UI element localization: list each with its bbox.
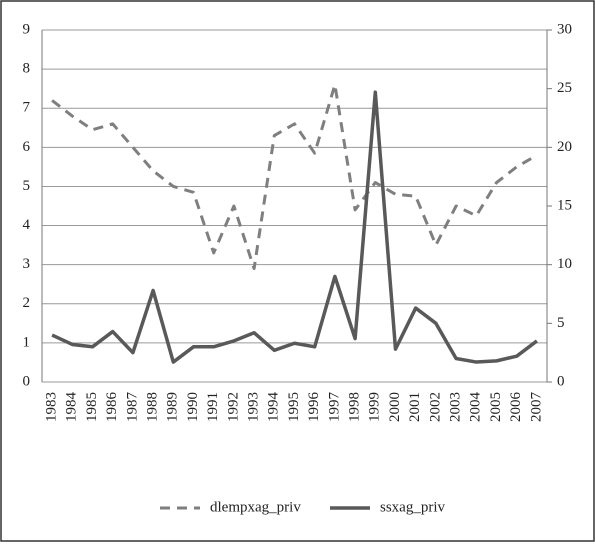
- x-tick-label: 1986: [104, 392, 120, 423]
- x-tick-label: 1990: [185, 392, 201, 422]
- x-tick-label: 1999: [367, 392, 383, 422]
- x-tick-label: 1988: [145, 392, 161, 422]
- x-tick-label: 1989: [165, 392, 181, 422]
- x-tick-label: 2005: [488, 392, 504, 422]
- x-tick-label: 1997: [326, 392, 342, 423]
- x-tick-label: 2000: [387, 392, 403, 422]
- y-tick-label: 5: [23, 178, 31, 194]
- y-tick-label: 7: [23, 100, 31, 116]
- x-tick-label: 2002: [427, 392, 443, 422]
- x-tick-label: 1998: [347, 392, 363, 422]
- y2-tick-label: 25: [557, 80, 572, 96]
- x-tick-label: 1991: [205, 392, 221, 422]
- x-tick-label: 2004: [468, 392, 484, 423]
- legend-label: dlempxag_priv: [210, 499, 301, 515]
- y-tick-label: 2: [23, 295, 31, 311]
- y-tick-label: 4: [23, 217, 31, 233]
- series-line: [51, 83, 538, 271]
- x-tick-label: 2001: [407, 392, 423, 422]
- x-tick-label: 1985: [84, 392, 100, 422]
- y2-tick-label: 15: [557, 197, 572, 213]
- x-tick-label: 1993: [246, 392, 262, 422]
- x-tick-label: 1992: [225, 392, 241, 422]
- legend-label: ssxag_priv: [380, 499, 445, 515]
- x-tick-label: 2006: [508, 392, 524, 423]
- x-tick-label: 2003: [448, 392, 464, 422]
- x-tick-label: 1987: [124, 392, 140, 423]
- y-tick-label: 6: [23, 139, 31, 155]
- y-tick-label: 1: [23, 334, 31, 350]
- y-tick-label: 0: [23, 373, 31, 389]
- y2-tick-label: 20: [557, 139, 572, 155]
- x-tick-label: 1983: [44, 392, 60, 422]
- x-tick-label: 1984: [64, 392, 80, 423]
- y2-tick-label: 10: [557, 256, 572, 272]
- y2-tick-label: 30: [557, 21, 572, 37]
- x-tick-label: 2007: [528, 392, 544, 423]
- y2-tick-label: 5: [557, 315, 565, 331]
- x-tick-label: 1996: [306, 392, 322, 423]
- x-tick-label: 1994: [266, 392, 282, 423]
- y-tick-label: 3: [23, 256, 31, 272]
- y-tick-label: 8: [23, 61, 31, 77]
- series-line: [51, 90, 538, 364]
- y-tick-label: 9: [23, 21, 31, 37]
- x-tick-label: 1995: [286, 392, 302, 422]
- y2-tick-label: 0: [557, 373, 565, 389]
